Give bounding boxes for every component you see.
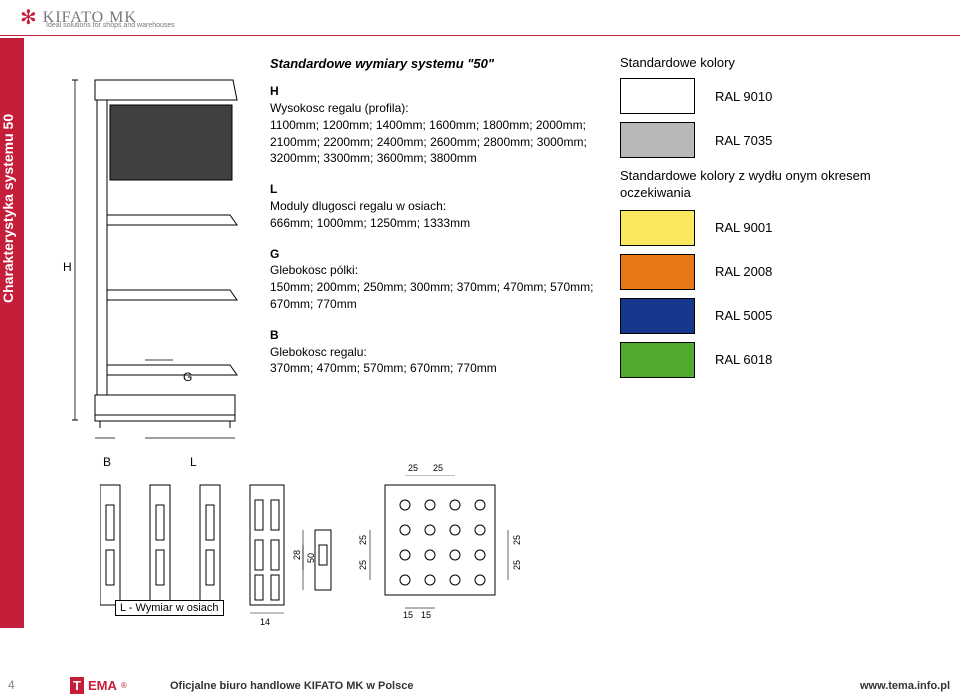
spec-b-label: Glebokosc regalu: xyxy=(270,345,367,359)
dim-25d: 25 xyxy=(358,560,368,570)
spec-l-values: 666mm; 1000mm; 1250mm; 1333mm xyxy=(270,216,470,230)
spec-g: G Glebokosc pólki: 150mm; 200mm; 250mm; … xyxy=(270,246,600,313)
dim-28: 28 xyxy=(292,550,302,560)
spec-l: L Moduly dlugosci regalu w osiach: 666mm… xyxy=(270,181,600,231)
swatch-label: RAL 2008 xyxy=(715,264,772,279)
spec-g-label: Glebokosc pólki: xyxy=(270,263,358,277)
spec-b: B Glebokosc regalu: 370mm; 470mm; 570mm;… xyxy=(270,327,600,377)
sidebar-bar: Charakterystyka systemu 50 xyxy=(0,38,24,628)
color-swatch xyxy=(620,298,695,334)
dim-25f: 25 xyxy=(512,560,522,570)
swatch-label: RAL 6018 xyxy=(715,352,772,367)
header: ✻ KIFATO MK Ideal solutions for shops an… xyxy=(0,0,960,36)
spec-l-letter: L xyxy=(270,181,600,198)
color-swatch xyxy=(620,210,695,246)
footer-url: www.tema.info.pl xyxy=(860,680,950,692)
caption-l-wymiar: L - Wymiar w osiach xyxy=(115,600,224,616)
swatch-row: RAL 6018 xyxy=(620,342,940,378)
swatch-label: RAL 5005 xyxy=(715,308,772,323)
sidebar-title: Charakterystyka systemu 50 xyxy=(0,58,24,358)
dim-label-h: H xyxy=(63,260,72,274)
color-swatch xyxy=(620,78,695,114)
spec-h: H Wysokosc regalu (profila): 1100mm; 120… xyxy=(270,83,600,167)
spec-b-values: 370mm; 470mm; 570mm; 670mm; 770mm xyxy=(270,361,497,375)
page-number: 4 xyxy=(8,678,15,692)
swatch-label: RAL 9001 xyxy=(715,220,772,235)
swatch-row: RAL 9010 xyxy=(620,78,940,114)
dim-15a: 15 xyxy=(403,610,413,620)
color-swatch xyxy=(620,342,695,378)
dim-14: 14 xyxy=(260,617,270,627)
dim-25a: 25 xyxy=(408,463,418,473)
swatch-row: RAL 2008 xyxy=(620,254,940,290)
colors-block: Standardowe kolory RAL 9010 RAL 7035 Stan… xyxy=(620,55,940,386)
footer: 4 T EMA ® Oficjalne biuro handlowe KIFATO … xyxy=(0,670,960,696)
dim-label-l: L xyxy=(190,455,197,469)
swatch-row: RAL 7035 xyxy=(620,122,940,158)
spec-h-label: Wysokosc regalu (profila): xyxy=(270,101,409,115)
spec-g-letter: G xyxy=(270,246,600,263)
logo-mark-icon: ✻ xyxy=(20,5,37,30)
dim-15b: 15 xyxy=(421,610,431,620)
specs-title: Standardowe wymiary systemu "50" xyxy=(270,55,600,73)
colors-heading: Standardowe kolory xyxy=(620,55,940,70)
swatch-label: RAL 7035 xyxy=(715,133,772,148)
dim-50: 50 xyxy=(306,553,316,563)
swatch-row: RAL 9001 xyxy=(620,210,940,246)
dim-25b: 25 xyxy=(433,463,443,473)
logo-tagline: Ideal solutions for shops and warehouses xyxy=(46,22,175,29)
logo-kifato: ✻ KIFATO MK Ideal solutions for shops an… xyxy=(20,5,137,30)
spec-g-values: 150mm; 200mm; 250mm; 300mm; 370mm; 470mm… xyxy=(270,280,593,311)
dim-label-b: B xyxy=(103,455,111,469)
footer-text: Oficjalne biuro handlowe KIFATO MK w Pol… xyxy=(170,680,413,692)
color-swatch xyxy=(620,254,695,290)
spec-h-values: 1100mm; 1200mm; 1400mm; 1600mm; 1800mm; … xyxy=(270,118,587,166)
swatch-label: RAL 9010 xyxy=(715,89,772,104)
swatch-row: RAL 5005 xyxy=(620,298,940,334)
dim-label-g: G xyxy=(183,370,192,384)
colors-subheading: Standardowe kolory z wydłu onym okresem … xyxy=(620,168,940,202)
dim-25c: 25 xyxy=(358,535,368,545)
tema-logo-reg: ® xyxy=(121,681,127,690)
tema-logo-t: T xyxy=(70,677,84,694)
color-swatch xyxy=(620,122,695,158)
spec-h-letter: H xyxy=(270,83,600,100)
shelf-diagram: H G B L xyxy=(55,60,255,440)
tema-logo-ema: EMA xyxy=(88,678,117,693)
tema-logo: T EMA ® xyxy=(70,677,127,694)
dim-25e: 25 xyxy=(512,535,522,545)
spec-b-letter: B xyxy=(270,327,600,344)
specs-block: Standardowe wymiary systemu "50" H Wysok… xyxy=(270,55,600,391)
spec-l-label: Moduly dlugosci regalu w osiach: xyxy=(270,199,446,213)
